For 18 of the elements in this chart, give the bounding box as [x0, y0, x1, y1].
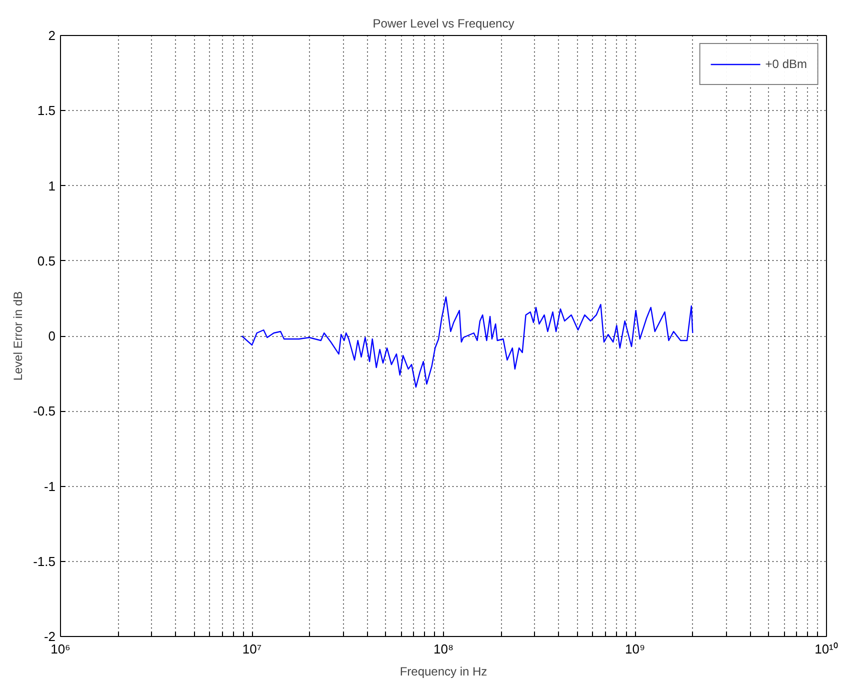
- x-axis-title: Frequency in Hz: [400, 664, 488, 678]
- x-tick-label: 10⁹: [624, 642, 646, 656]
- y-tick-label: 1: [48, 178, 56, 194]
- y-tick-label: 1.5: [37, 103, 56, 118]
- y-tick-label: 2: [48, 28, 56, 43]
- y-axis-title: Level Error in dB: [11, 291, 26, 381]
- x-tick-label: 10⁷: [242, 642, 262, 656]
- legend-label: +0 dBm: [765, 57, 807, 71]
- y-tick-label: -1: [44, 478, 56, 494]
- x-tick-label: 10¹⁰: [814, 642, 838, 656]
- y-tick-label: -2: [44, 629, 56, 644]
- y-tick-label: 0: [48, 328, 56, 344]
- y-tick-label: -0.5: [33, 404, 56, 419]
- x-tick-label: 10⁶: [50, 642, 70, 656]
- y-tick-label: -1.5: [33, 554, 56, 569]
- x-tick-label: 10⁸: [434, 642, 454, 656]
- chart-title: Power Level vs Frequency: [372, 16, 514, 30]
- y-tick-label: 0.5: [37, 253, 56, 268]
